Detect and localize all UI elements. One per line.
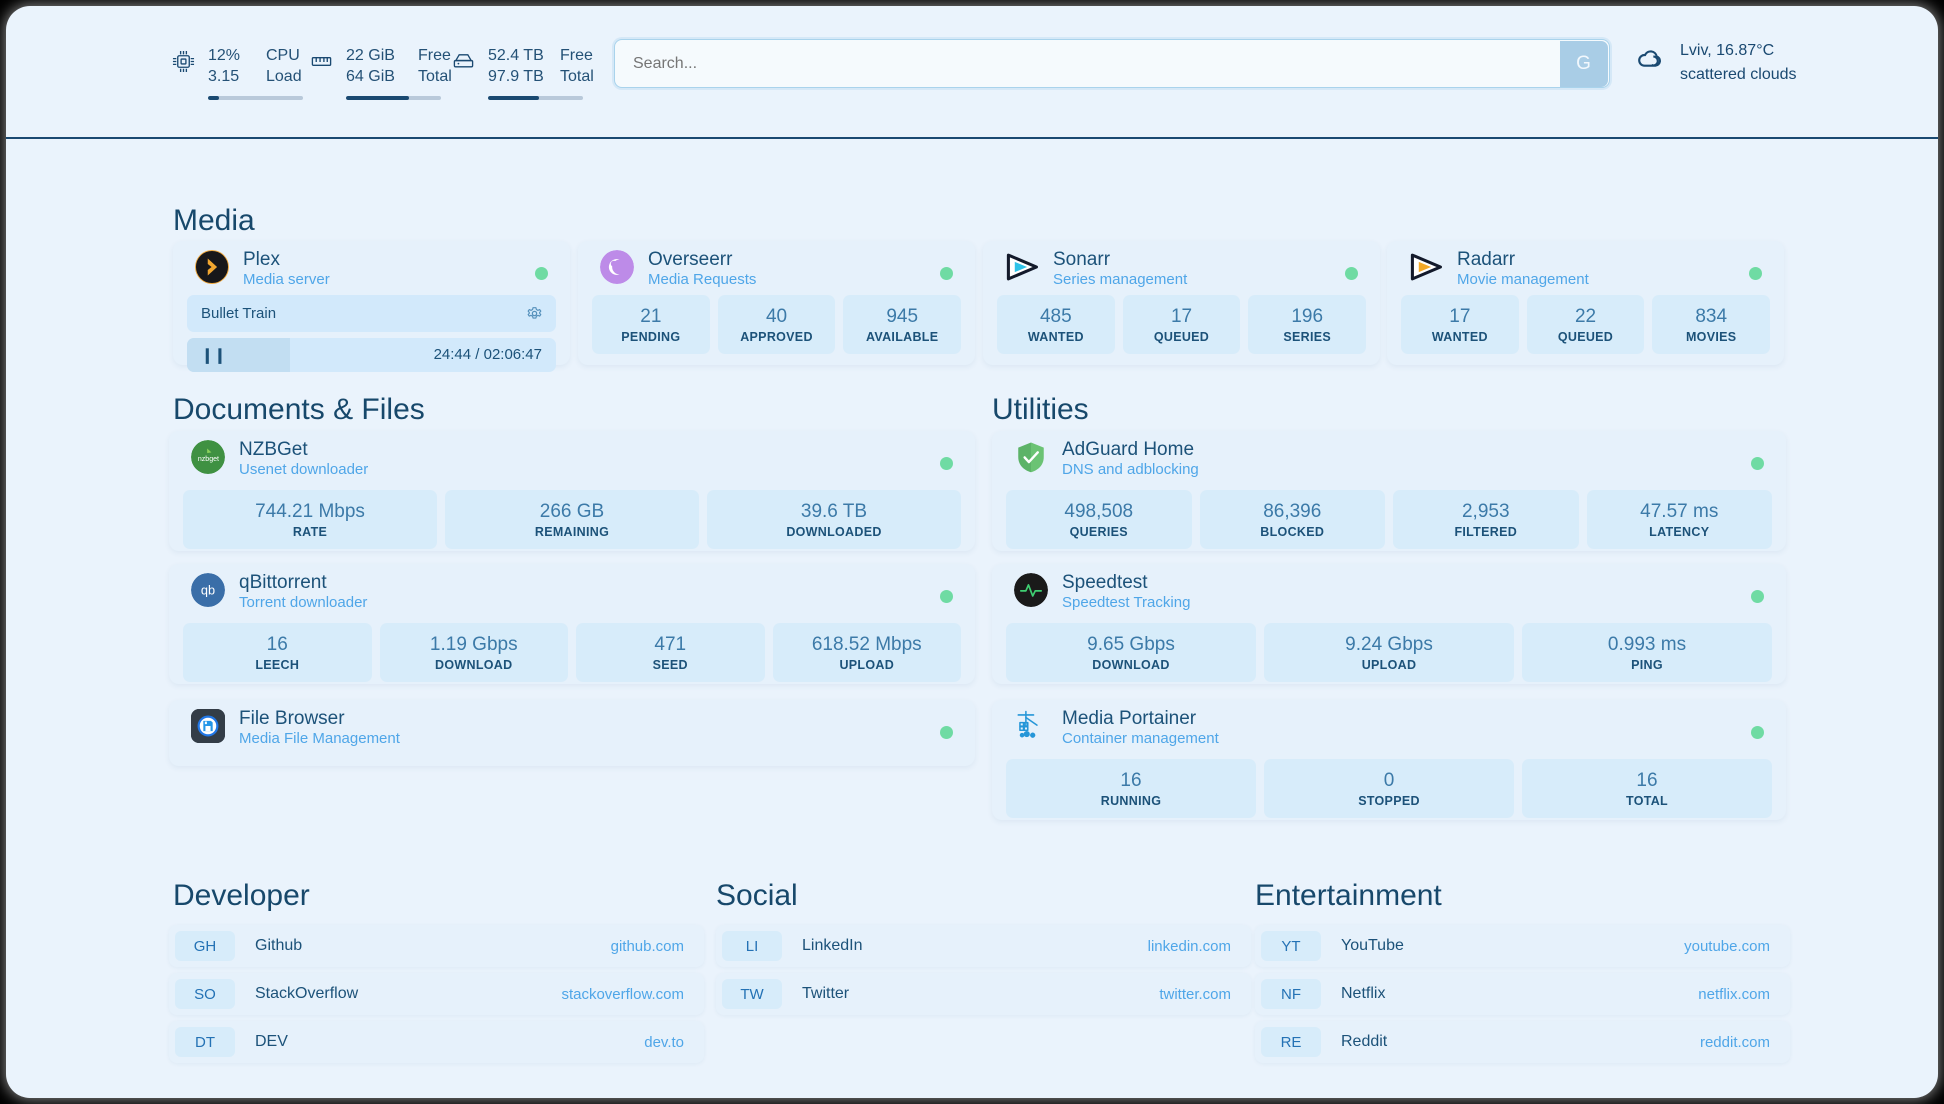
svg-text:nzbget: nzbget — [198, 456, 219, 463]
svg-text:qb: qb — [201, 582, 215, 597]
